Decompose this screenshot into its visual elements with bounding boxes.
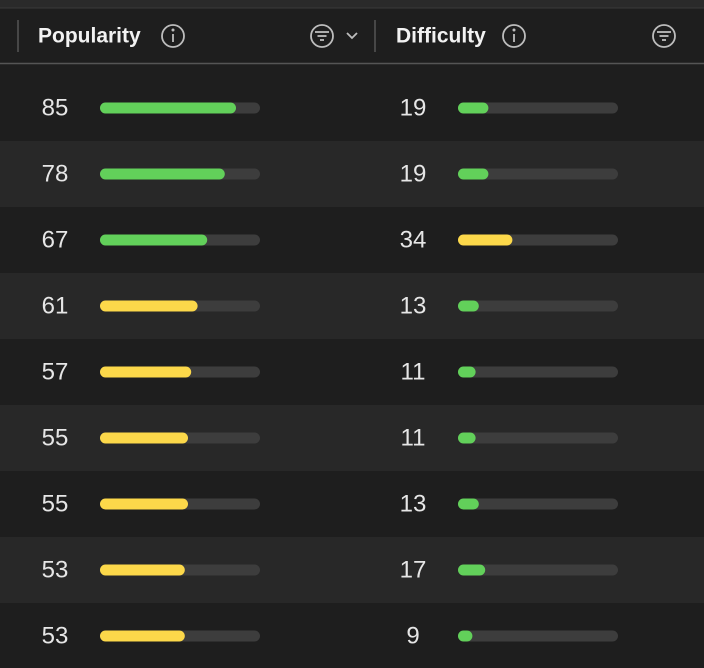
cell-value: 19 [400,160,427,187]
cell-value: 11 [401,424,426,451]
cell-value: 78 [42,160,69,187]
cell-value: 13 [400,490,427,517]
bar [100,234,208,246]
column-header: Difficulty [396,25,486,48]
table-row: 53 9 [0,603,704,668]
bar-track [458,630,618,642]
table-row: 53 17 [0,537,704,603]
bar-track [458,102,618,114]
bar-track [458,432,618,444]
table-row: 67 34 [0,207,704,273]
bar [458,234,513,246]
cell-value: 17 [400,556,427,583]
bar [100,300,198,312]
sort-chevron[interactable] [346,32,358,40]
cell-value: 53 [42,556,69,583]
cell-value: 13 [400,292,427,319]
column-header: Popularity [38,25,141,48]
bar [100,564,185,576]
info-icon[interactable] [502,24,526,48]
cell-value: 19 [400,94,427,121]
info-icon[interactable] [161,24,185,48]
table-row: 78 19 [0,141,704,207]
bar [100,366,192,378]
cell-value: 61 [42,292,69,319]
bar [458,366,476,378]
popularity-header[interactable]: Popularity [38,25,141,48]
top-strip [0,0,704,8]
bar-track [458,498,618,510]
bar [100,630,185,642]
filter-icon[interactable] [310,24,334,48]
difficulty-header[interactable]: Difficulty [396,25,486,48]
cell-value: 34 [400,226,427,253]
bar [458,168,489,180]
cell-value: 9 [406,622,419,649]
bar [100,168,225,180]
table-row: 57 11 [0,339,704,405]
cell-value: 11 [401,358,426,385]
filter-icon[interactable] [652,24,676,48]
cell-value: 55 [42,490,69,517]
bar [100,498,188,510]
cell-value: 53 [42,622,69,649]
bar [458,102,489,114]
bar [458,564,486,576]
bar [458,630,473,642]
table-row: 55 11 [0,405,704,471]
table-row: 61 13 [0,273,704,339]
bar [458,498,479,510]
cell-value: 55 [42,424,69,451]
bar [458,300,479,312]
bar-track [458,366,618,378]
cell-value: 57 [42,358,69,385]
bar-track [458,168,618,180]
bar [100,432,188,444]
bar [100,102,236,114]
table-row: 85 19 [0,75,704,141]
cell-value: 67 [42,226,69,253]
cell-value: 85 [42,94,69,121]
table-row: 55 13 [0,471,704,537]
bar-track [458,564,618,576]
bar-track [458,300,618,312]
bar [458,432,476,444]
